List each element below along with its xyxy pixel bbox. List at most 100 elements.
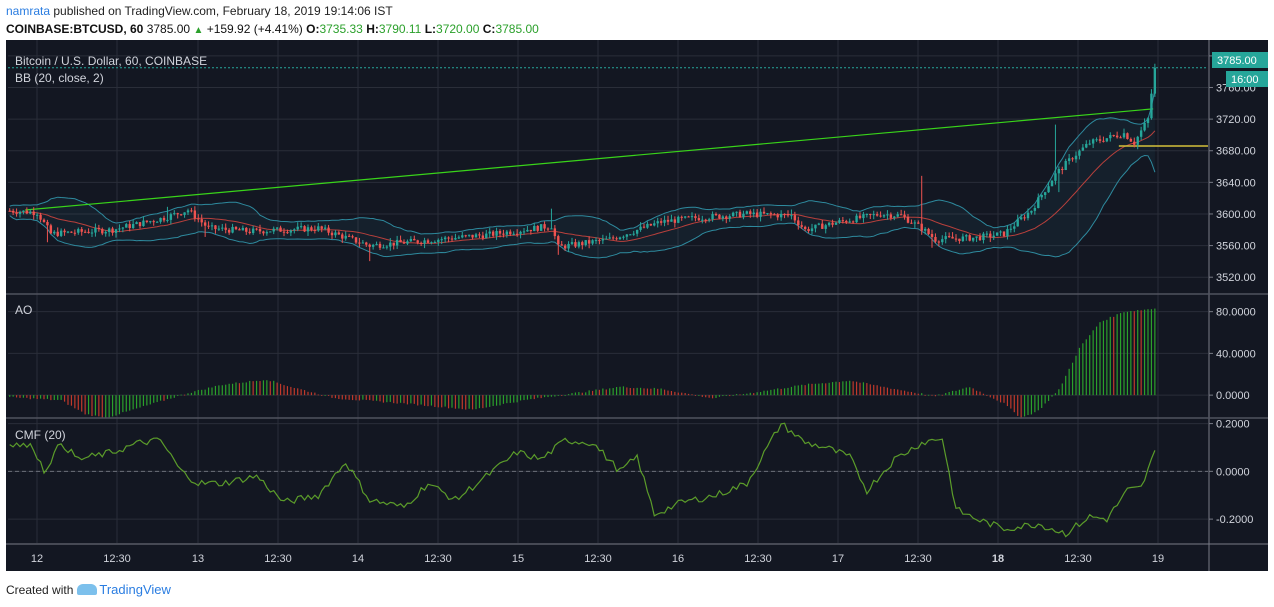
ao-bar-322 [1113, 316, 1115, 396]
ao-bar-202 [701, 395, 703, 397]
time-tick-10: 17 [832, 553, 844, 565]
ao-bar-38 [139, 395, 141, 408]
ao-bar-256 [886, 387, 889, 396]
ao-bar-248 [859, 382, 861, 396]
candle-body-162 [563, 245, 567, 249]
ao-bar-323 [1116, 314, 1118, 396]
candle-body-70 [248, 231, 251, 234]
candle-body-139 [485, 233, 488, 239]
candle-body-322 [1112, 135, 1115, 137]
candle-body-118 [413, 238, 416, 241]
ao-bar-56 [201, 389, 203, 396]
candle-body-130 [454, 237, 457, 240]
cmf-pane[interactable] [8, 422, 1208, 538]
ao-bar-55 [197, 389, 199, 396]
ao-bar-215 [746, 393, 748, 396]
ao-bar-42 [153, 395, 155, 403]
last-price-badge [1212, 52, 1268, 68]
ao-title: AO [15, 303, 32, 317]
ao-bar-250 [866, 383, 868, 396]
ao-pane[interactable] [9, 308, 1156, 419]
candle-body-117 [409, 238, 413, 242]
ao-bar-21 [81, 395, 83, 412]
ao-bar-169 [588, 390, 590, 396]
candle-body-316 [1091, 139, 1095, 144]
chart-canvas[interactable]: 3800.003760.003720.003680.003640.003600.… [0, 40, 1274, 571]
candle-body-234 [810, 228, 814, 232]
candle-body-10 [42, 219, 46, 222]
tradingview-logo-icon [77, 584, 98, 595]
candle-body-265 [917, 222, 920, 224]
bb-band-fill [9, 89, 1155, 258]
candle-body-211 [731, 212, 735, 217]
candle-body-271 [937, 241, 941, 243]
price-pane[interactable] [8, 63, 1208, 262]
ao-bar-316 [1092, 330, 1094, 396]
ao-bar-41 [149, 395, 151, 405]
candle-body-294 [1016, 219, 1019, 227]
ao-bar-136 [475, 395, 477, 410]
candle-body-51 [183, 212, 186, 215]
candle-body-267 [923, 228, 927, 231]
candle-body-334 [1153, 67, 1157, 94]
time-tick-2: 13 [192, 553, 204, 565]
candle-body-317 [1095, 139, 1098, 141]
ao-bar-11 [46, 395, 49, 399]
price-tick-6: 3560.00 [1216, 241, 1256, 253]
ao-bar-191 [663, 389, 666, 396]
candle-body-140 [488, 231, 491, 234]
candle-body-281 [971, 237, 975, 241]
ao-bar-294 [1017, 395, 1019, 416]
candle-body-248 [858, 215, 862, 219]
ao-bar-36 [132, 395, 134, 410]
ao-bar-143 [499, 395, 501, 406]
candle-body-227 [786, 214, 790, 216]
ao-bar-126 [441, 395, 443, 408]
candle-body-77 [272, 228, 275, 232]
ao-bar-233 [807, 383, 810, 396]
candle-body-8 [35, 214, 39, 216]
candle-body-36 [131, 224, 135, 229]
ao-bar-178 [619, 386, 621, 396]
candle-body-98 [344, 235, 347, 239]
time-tick-0: 12 [31, 553, 43, 565]
ao-bar-224 [777, 388, 779, 396]
candle-body-171 [594, 240, 598, 242]
ao-bar-310 [1071, 362, 1074, 396]
ao-bar-104 [365, 395, 367, 400]
candle-body-159 [553, 228, 557, 237]
ao-bar-205 [711, 395, 714, 399]
candle-body-239 [827, 222, 831, 226]
ao-bar-127 [444, 395, 446, 407]
ao-bar-141 [492, 395, 494, 407]
ao-bar-32 [118, 395, 121, 415]
candle-body-264 [913, 222, 917, 224]
ao-bar-128 [447, 395, 450, 409]
candle-body-144 [502, 233, 505, 235]
time-tick-4: 14 [352, 553, 364, 565]
candle-body-205 [711, 214, 714, 220]
candle-body-58 [207, 225, 210, 227]
time-tick-9: 12:30 [744, 553, 772, 565]
candle-body-213 [738, 211, 742, 218]
bb-indicator-label: BB (20, close, 2) [15, 71, 104, 85]
tradingview-link[interactable]: TradingView [99, 582, 171, 597]
candle-body-85 [299, 226, 303, 228]
candle-body-166 [577, 242, 581, 247]
ao-bar-234 [811, 383, 813, 396]
ao-bar-287 [993, 395, 995, 399]
ao-bar-89 [314, 392, 316, 396]
candle-body-81 [286, 232, 289, 234]
ao-bar-251 [869, 384, 871, 396]
candle-body-218 [755, 212, 759, 217]
ao-bar-216 [749, 392, 751, 396]
author-link[interactable]: namrata [6, 4, 51, 18]
ao-bar-39 [142, 395, 145, 406]
ao-bar-99 [348, 395, 350, 400]
ao-bar-195 [677, 392, 679, 396]
ao-bar-300 [1037, 395, 1039, 411]
candle-body-326 [1126, 133, 1129, 139]
ao-bar-285 [986, 395, 988, 396]
candle-body-284 [982, 233, 985, 241]
candle-body-124 [433, 242, 437, 244]
